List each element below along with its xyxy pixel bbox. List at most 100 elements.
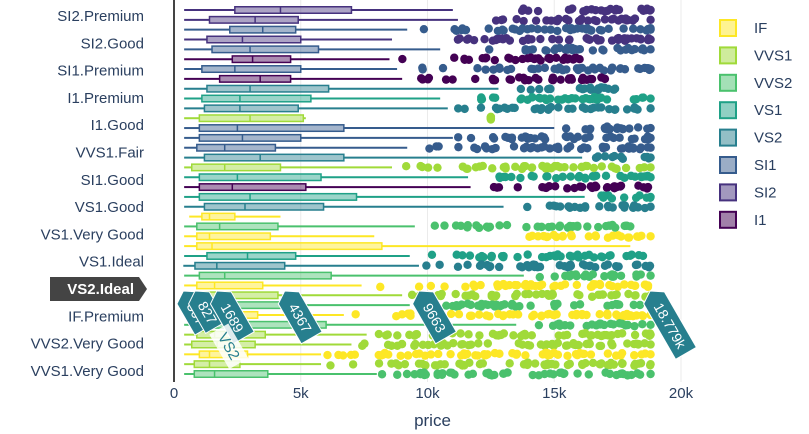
outlier-point xyxy=(646,192,655,202)
y-tick-label: SI2.Good xyxy=(81,35,144,52)
outlier-point xyxy=(455,359,464,368)
legend-item[interactable]: VS1 xyxy=(719,101,782,120)
box-trace[interactable] xyxy=(184,181,653,193)
box-trace[interactable] xyxy=(184,242,631,251)
outlier-point xyxy=(443,341,452,350)
outlier-point xyxy=(509,142,519,151)
box-trace[interactable] xyxy=(184,171,655,183)
box-trace[interactable] xyxy=(184,43,655,56)
outlier-point xyxy=(615,133,624,142)
outlier-point xyxy=(611,261,621,271)
outlier-point xyxy=(558,232,567,241)
box-trace[interactable] xyxy=(184,63,655,75)
legend-label: SI1 xyxy=(754,157,777,174)
box-trace[interactable] xyxy=(184,368,655,380)
outlier-point xyxy=(587,26,596,35)
box-iqr xyxy=(198,271,332,280)
outlier-point xyxy=(586,83,595,92)
box-trace[interactable] xyxy=(184,201,655,213)
box-trace[interactable] xyxy=(184,151,655,164)
box-trace[interactable] xyxy=(184,122,655,134)
box-trace[interactable] xyxy=(184,92,655,105)
outlier-point xyxy=(501,162,510,171)
box-trace[interactable] xyxy=(184,161,655,174)
legend-item[interactable]: SI2 xyxy=(719,183,777,202)
legend-item[interactable]: VS2 xyxy=(719,128,782,147)
outlier-point xyxy=(527,64,536,74)
outlier-point xyxy=(646,232,655,241)
box-trace[interactable] xyxy=(184,338,655,351)
outlier-point xyxy=(587,292,597,301)
box-trace[interactable] xyxy=(184,250,648,262)
outlier-point xyxy=(454,142,463,152)
outlier-point xyxy=(510,280,520,290)
outlier-point xyxy=(588,46,598,55)
box-trace[interactable] xyxy=(184,230,655,242)
outlier-point xyxy=(646,320,655,330)
box-trace[interactable] xyxy=(184,112,496,124)
hover-flag-bg xyxy=(188,290,228,335)
y-tick-label: SI1.Premium xyxy=(57,63,144,80)
box-trace[interactable] xyxy=(184,191,655,203)
box-trace[interactable] xyxy=(184,348,655,361)
box-trace[interactable] xyxy=(184,299,655,311)
outlier-point xyxy=(537,289,547,299)
x-axis-tick-labels: 0 5k 10k 15k 20k xyxy=(170,385,694,402)
outlier-point xyxy=(623,233,633,242)
outlier-point xyxy=(517,6,527,16)
box-trace[interactable] xyxy=(184,279,653,292)
box-iqr xyxy=(198,192,358,201)
legend-label: VS1 xyxy=(754,102,782,119)
outlier-point xyxy=(555,368,565,378)
outlier-point xyxy=(524,289,534,299)
outlier-point xyxy=(616,171,625,181)
outlier-point xyxy=(464,330,473,339)
legend-item[interactable]: IF xyxy=(719,19,767,37)
box-trace[interactable] xyxy=(184,4,655,16)
box-trace[interactable] xyxy=(184,102,655,115)
outlier-point xyxy=(512,350,521,359)
outlier-point xyxy=(503,368,512,377)
outlier-point xyxy=(646,173,655,182)
outlier-point xyxy=(646,202,655,211)
box-trace[interactable] xyxy=(184,328,655,341)
box-trace[interactable] xyxy=(184,33,655,46)
box-trace[interactable] xyxy=(184,23,655,36)
outlier-point xyxy=(575,16,585,26)
outlier-point xyxy=(438,63,448,73)
outlier-point xyxy=(595,202,604,211)
box-trace[interactable] xyxy=(184,358,655,370)
outlier-point xyxy=(488,329,498,339)
box-trace[interactable] xyxy=(184,83,620,95)
legend-item[interactable]: VVS2 xyxy=(719,73,792,92)
outlier-point xyxy=(592,85,601,95)
box-trace[interactable] xyxy=(183,260,655,272)
box-trace[interactable] xyxy=(184,132,655,144)
outlier-point xyxy=(527,24,536,33)
outlier-point xyxy=(485,262,494,272)
outlier-point xyxy=(505,54,515,63)
outlier-point xyxy=(603,301,612,310)
y-tick-label: IF.Premium xyxy=(68,308,144,325)
box-trace[interactable] xyxy=(189,212,281,221)
box-trace[interactable] xyxy=(184,270,655,282)
box-trace[interactable] xyxy=(184,220,635,233)
outlier-point xyxy=(460,54,469,64)
outlier-point xyxy=(561,45,570,54)
legend-item[interactable]: SI1 xyxy=(719,156,777,174)
outlier-point xyxy=(646,94,655,103)
box-trace[interactable] xyxy=(184,319,655,331)
legend-item[interactable]: I1 xyxy=(719,210,767,229)
outlier-point xyxy=(374,359,384,368)
legend-item[interactable]: VVS1 xyxy=(719,46,792,65)
outlier-point xyxy=(607,36,617,45)
outlier-point xyxy=(573,45,583,54)
box-trace[interactable] xyxy=(184,14,655,26)
outlier-point xyxy=(626,171,636,181)
box-trace[interactable] xyxy=(184,142,655,154)
outlier-point xyxy=(622,35,631,45)
outlier-point xyxy=(453,104,463,113)
box-trace[interactable] xyxy=(184,73,610,85)
box-trace[interactable] xyxy=(184,53,584,65)
outlier-point xyxy=(602,183,612,192)
